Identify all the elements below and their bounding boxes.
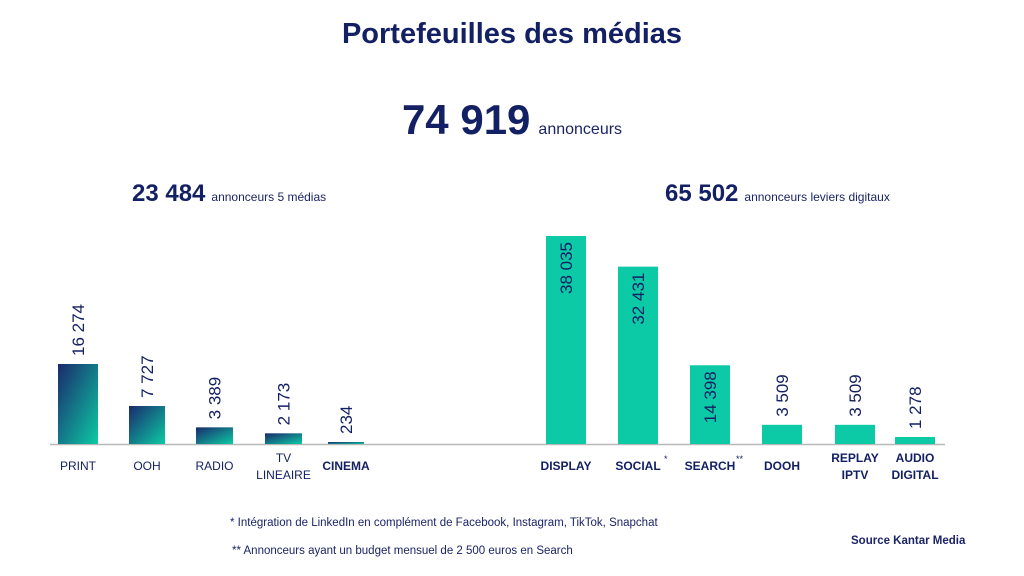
category-label: DOOH <box>764 459 800 473</box>
category-label: SOCIAL <box>615 459 660 473</box>
bar-ooh <box>129 406 165 444</box>
category-label: TV <box>276 451 291 465</box>
bar-dooh <box>762 424 802 444</box>
left-total: 23 484 annonceurs 5 médias <box>132 180 326 208</box>
bar-radio <box>196 427 233 444</box>
data-label: 1 278 <box>906 386 925 429</box>
total-advertisers: 74 919 annonceurs <box>0 96 1024 144</box>
bar-search- <box>690 365 730 444</box>
category-label: PRINT <box>60 459 97 473</box>
data-label: 3 509 <box>773 374 792 417</box>
source-label: Source Kantar Media <box>851 535 966 547</box>
data-label: 7 727 <box>138 355 157 398</box>
data-label: 38 035 <box>557 242 576 294</box>
bar-display <box>546 236 586 444</box>
data-label: 2 173 <box>275 383 294 426</box>
footnote-marker: ** <box>736 454 744 464</box>
bar-replay-iptv <box>835 424 875 444</box>
category-label: AUDIO <box>896 451 935 465</box>
total-value: 74 919 <box>401 96 531 143</box>
bar-print <box>58 364 98 444</box>
right-total-label: annonceurs leviers digitaux <box>744 190 890 204</box>
category-label: IPTV <box>842 468 869 482</box>
page-title: Portefeuilles des médias <box>341 18 683 50</box>
right-total-value: 65 502 <box>665 180 739 207</box>
footnote-social: * Intégration de LinkedIn en complément … <box>230 517 658 529</box>
category-label: SEARCH <box>685 459 736 473</box>
category-label: DISPLAY <box>541 459 592 473</box>
bar-tv-lineaire <box>265 433 302 444</box>
category-label: RADIO <box>195 459 233 473</box>
bar-cinema <box>328 442 364 444</box>
data-label: 3 509 <box>846 374 865 417</box>
footnote-search: ** Annonceurs ayant un budget mensuel de… <box>232 545 573 557</box>
left-total-value: 23 484 <box>132 180 206 207</box>
data-label: 234 <box>337 406 356 434</box>
category-label: OOH <box>133 459 160 473</box>
total-label: annonceurs <box>538 121 623 138</box>
data-label: 14 398 <box>701 371 720 423</box>
bar-social- <box>618 266 658 444</box>
bar-audio-digital <box>895 437 935 444</box>
category-label: DIGITAL <box>891 468 938 482</box>
data-label: 3 389 <box>206 377 225 420</box>
category-label: CINEMA <box>322 459 370 473</box>
data-label: 16 274 <box>69 304 88 356</box>
left-total-label: annonceurs 5 médias <box>211 190 327 204</box>
category-label: LINEAIRE <box>256 468 311 482</box>
right-total: 65 502 annonceurs leviers digitaux <box>665 180 890 208</box>
footnote-marker: * <box>664 454 668 464</box>
category-label: REPLAY <box>831 451 879 465</box>
data-label: 32 431 <box>629 273 648 325</box>
